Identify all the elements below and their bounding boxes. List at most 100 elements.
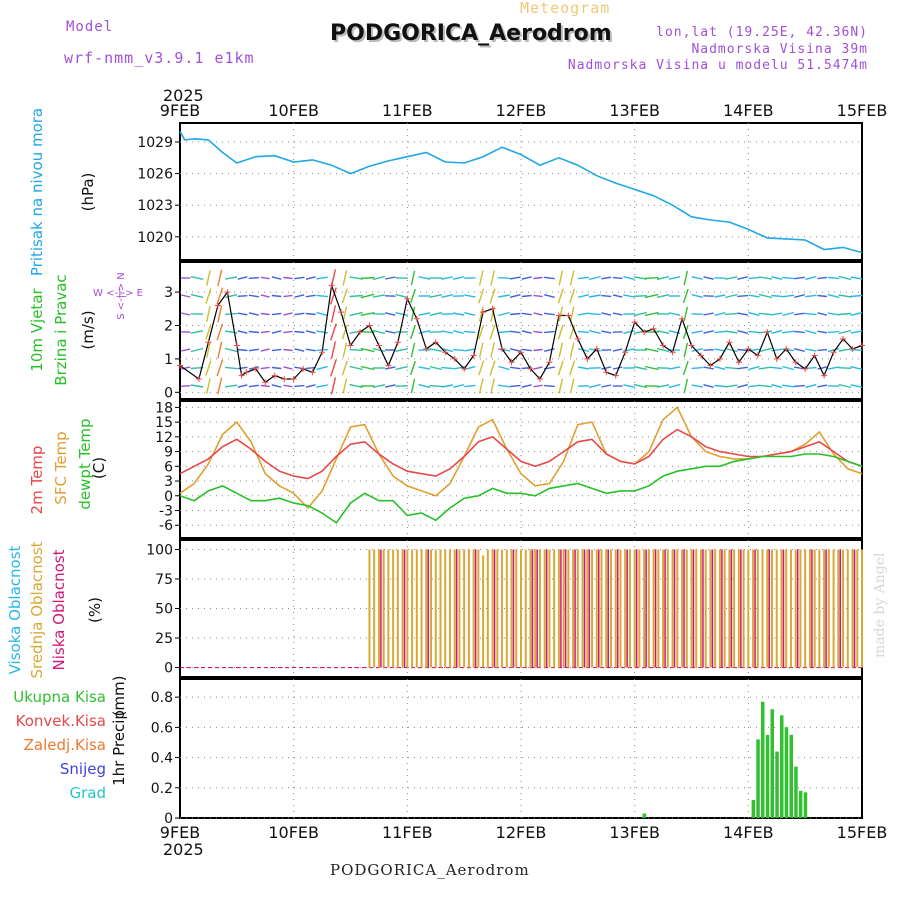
x-tick-label-bottom: 11FEB [382,823,433,842]
y-tick-label: 0 [164,489,173,505]
wind-arrow [248,312,259,316]
wind-arrow [418,276,431,280]
temp-2m-line [179,428,863,480]
wind-arrow [533,384,543,388]
wind-arrow [737,366,748,370]
wind-arrow [577,366,590,370]
wind-arrow [633,311,648,317]
precip-bar [775,751,779,818]
wind-arrow [703,366,714,370]
wind-arrow [316,330,328,334]
wind-arrow [533,366,543,370]
wind-arrow [601,330,612,334]
wind-gust-marker [233,342,240,349]
y-tick-label: 25 [155,631,173,647]
wind-arrow [569,306,575,322]
precip-bar [780,715,784,818]
wind-arrow [758,312,773,316]
wind-arrow [385,276,396,280]
wind-arrow [372,329,386,335]
wind-arrow [691,348,703,352]
wind-arrow [490,342,495,358]
x-tick-label-bottom: 15FEB [837,823,888,842]
wind-arrow [748,294,760,298]
wind-arrow [656,294,670,298]
wind-arrow [330,287,337,305]
y-tick-label: 0 [164,385,173,401]
wind-arrow [737,384,748,388]
wind-arrow [714,312,726,316]
wind-arrow [838,383,852,389]
wind-gust-marker [622,349,629,356]
cloud-units: (%) [86,597,104,623]
wind-arrow [748,365,760,371]
wind-arrow [558,342,564,358]
wind-arrow [521,348,532,352]
wind-arrow [410,360,416,376]
wind-arrow [385,384,396,388]
wind-arrow [633,365,648,371]
wind-arrow [817,276,827,280]
wind-arrow [748,330,760,334]
wind-arrow [737,294,749,298]
x-tick-label-top: 10FEB [268,101,319,120]
y-tick-label: 18 [155,400,173,416]
wind-gust-marker [679,315,686,322]
wind-arrow [410,324,416,340]
wind-gust-marker [394,339,401,346]
wind-arrow [850,384,863,388]
wind-arrow [588,294,601,298]
precip-bar [803,792,808,818]
wind-gust-marker [584,355,591,362]
wind-arrow [838,312,852,316]
wind-arrow [260,294,270,298]
wind-arrow [498,365,510,371]
wind-arrow [441,330,453,334]
wind-arrow [644,311,659,317]
wind-arrow [691,384,703,388]
wind-gust-marker [726,339,733,346]
wind-arrow [181,366,191,370]
wind-arrow [656,275,670,281]
wind-arrow [577,276,590,280]
wind-arrow [558,306,564,322]
wind-arrow [521,384,532,388]
wind-gust-marker [745,345,752,352]
wind-arrow [737,312,749,316]
wind-arrow [452,312,465,316]
wind-arrow [464,348,476,352]
temp-units: (C) [90,457,108,479]
wind-arrow [557,324,564,340]
wind-arrow [342,342,348,358]
precip-axis-label: 1hr Precip [110,710,128,786]
wind-arrow [305,384,316,388]
temp-dewpt-line [179,453,863,524]
wind-arrow [758,384,773,388]
wind-arrow [623,275,635,281]
wind-gust-marker [536,375,543,382]
wind-arrow [330,377,337,395]
wind-arrow [557,360,564,376]
wind-gust-marker [328,282,335,289]
wind-gust-marker [840,335,847,342]
wind-speed-line [179,285,863,384]
wind-arrow [497,276,510,280]
wind-arrow [283,276,293,280]
wind-gust-marker [849,345,856,352]
wind-arrow [668,312,681,316]
wind-arrow [569,324,576,340]
wind-arrow [703,312,714,316]
wind-gust-marker [413,315,420,322]
wind-arrow [794,330,805,334]
wind-gust-marker [527,365,534,372]
wind-arrow [612,348,623,352]
legend-zaledj-kisa: Zaledj.Kisa [24,736,106,754]
wind-arrow [190,293,204,299]
wind-arrow [644,277,659,279]
wind-gust-marker [366,322,373,329]
wind-arrow [771,312,783,316]
wind-arrow [237,366,248,370]
y-tick-label: 0 [164,661,173,677]
wind-arrow [206,342,211,358]
wind-arrow [544,276,555,280]
